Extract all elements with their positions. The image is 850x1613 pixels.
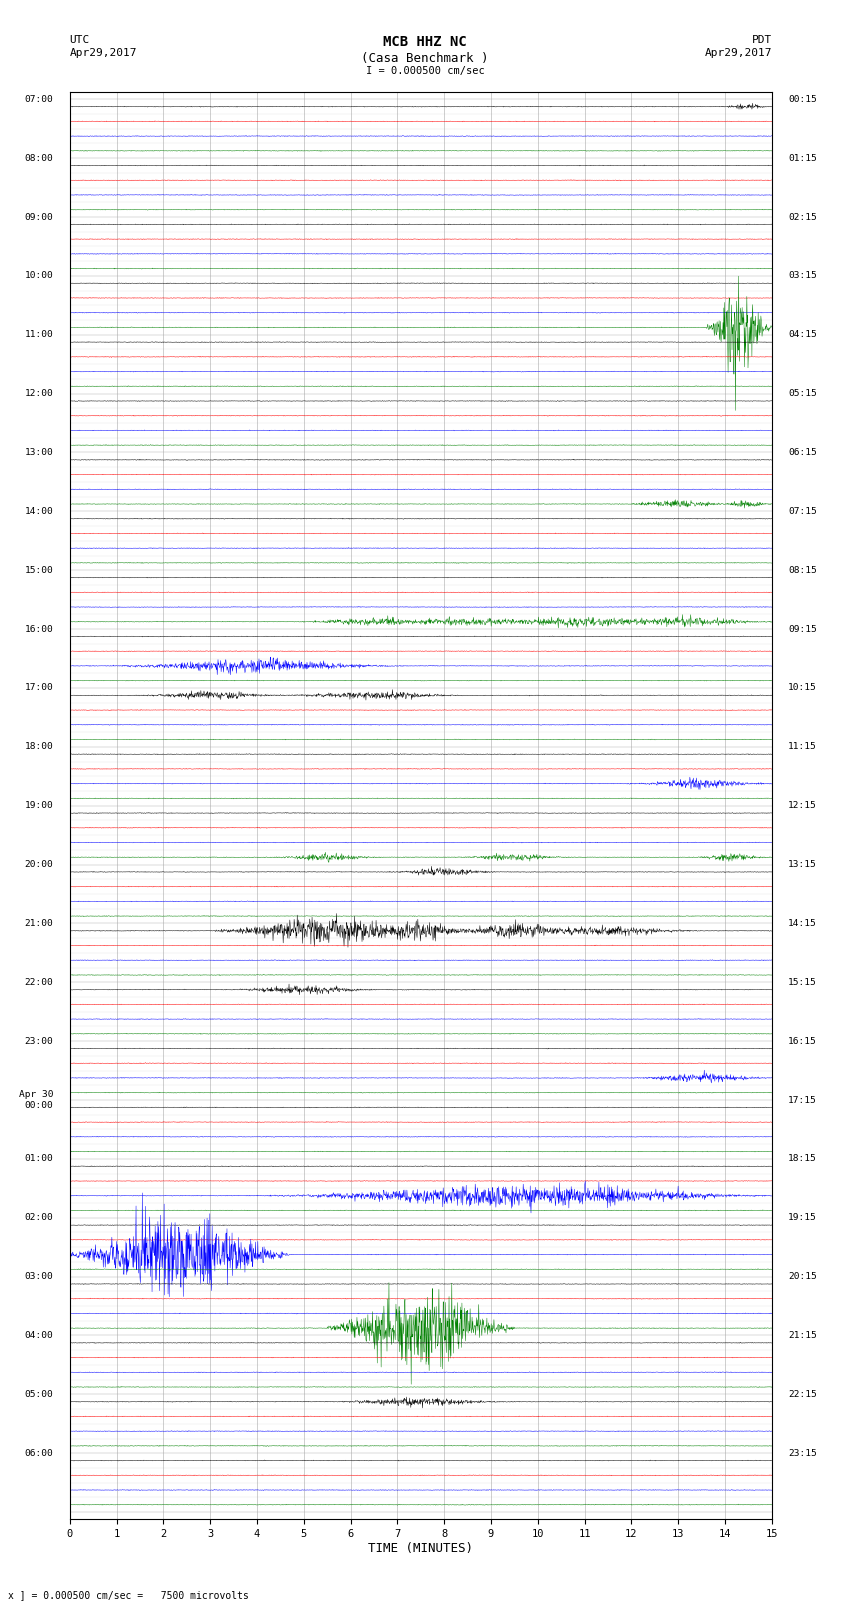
Text: 04:15: 04:15	[788, 331, 817, 339]
Text: 06:15: 06:15	[788, 448, 817, 456]
Text: Apr29,2017: Apr29,2017	[705, 48, 772, 58]
Text: 19:00: 19:00	[25, 802, 54, 810]
Text: 23:15: 23:15	[788, 1448, 817, 1458]
Text: 22:15: 22:15	[788, 1390, 817, 1398]
Text: 05:15: 05:15	[788, 389, 817, 398]
Text: 15:00: 15:00	[25, 566, 54, 574]
Text: 06:00: 06:00	[25, 1448, 54, 1458]
Text: 07:00: 07:00	[25, 95, 54, 103]
Text: 03:00: 03:00	[25, 1273, 54, 1281]
Text: 17:15: 17:15	[788, 1095, 817, 1105]
Text: 09:15: 09:15	[788, 624, 817, 634]
Text: 08:15: 08:15	[788, 566, 817, 574]
Text: 13:15: 13:15	[788, 860, 817, 869]
Text: 13:00: 13:00	[25, 448, 54, 456]
Text: 18:15: 18:15	[788, 1155, 817, 1163]
Text: 11:15: 11:15	[788, 742, 817, 752]
Text: 19:15: 19:15	[788, 1213, 817, 1223]
Text: 03:15: 03:15	[788, 271, 817, 281]
Text: 18:00: 18:00	[25, 742, 54, 752]
X-axis label: TIME (MINUTES): TIME (MINUTES)	[368, 1542, 473, 1555]
Text: 10:15: 10:15	[788, 684, 817, 692]
Text: 23:00: 23:00	[25, 1037, 54, 1045]
Text: 00:15: 00:15	[788, 95, 817, 103]
Text: I = 0.000500 cm/sec: I = 0.000500 cm/sec	[366, 66, 484, 76]
Text: 02:15: 02:15	[788, 213, 817, 221]
Text: 12:15: 12:15	[788, 802, 817, 810]
Text: 09:00: 09:00	[25, 213, 54, 221]
Text: 15:15: 15:15	[788, 977, 817, 987]
Text: 08:00: 08:00	[25, 153, 54, 163]
Text: 12:00: 12:00	[25, 389, 54, 398]
Text: 04:00: 04:00	[25, 1331, 54, 1340]
Text: 20:00: 20:00	[25, 860, 54, 869]
Text: 14:00: 14:00	[25, 506, 54, 516]
Text: UTC: UTC	[70, 35, 90, 45]
Text: PDT: PDT	[751, 35, 772, 45]
Text: 16:00: 16:00	[25, 624, 54, 634]
Text: 22:00: 22:00	[25, 977, 54, 987]
Text: 20:15: 20:15	[788, 1273, 817, 1281]
Text: (Casa Benchmark ): (Casa Benchmark )	[361, 52, 489, 65]
Text: MCB HHZ NC: MCB HHZ NC	[383, 35, 467, 50]
Text: 17:00: 17:00	[25, 684, 54, 692]
Text: 21:00: 21:00	[25, 919, 54, 927]
Text: 16:15: 16:15	[788, 1037, 817, 1045]
Text: 21:15: 21:15	[788, 1331, 817, 1340]
Text: 01:15: 01:15	[788, 153, 817, 163]
Text: Apr29,2017: Apr29,2017	[70, 48, 137, 58]
Text: Apr 30
00:00: Apr 30 00:00	[19, 1090, 54, 1110]
Text: 07:15: 07:15	[788, 506, 817, 516]
Text: 02:00: 02:00	[25, 1213, 54, 1223]
Text: 11:00: 11:00	[25, 331, 54, 339]
Text: 14:15: 14:15	[788, 919, 817, 927]
Text: 10:00: 10:00	[25, 271, 54, 281]
Text: 01:00: 01:00	[25, 1155, 54, 1163]
Text: x ] = 0.000500 cm/sec =   7500 microvolts: x ] = 0.000500 cm/sec = 7500 microvolts	[8, 1590, 249, 1600]
Text: 05:00: 05:00	[25, 1390, 54, 1398]
